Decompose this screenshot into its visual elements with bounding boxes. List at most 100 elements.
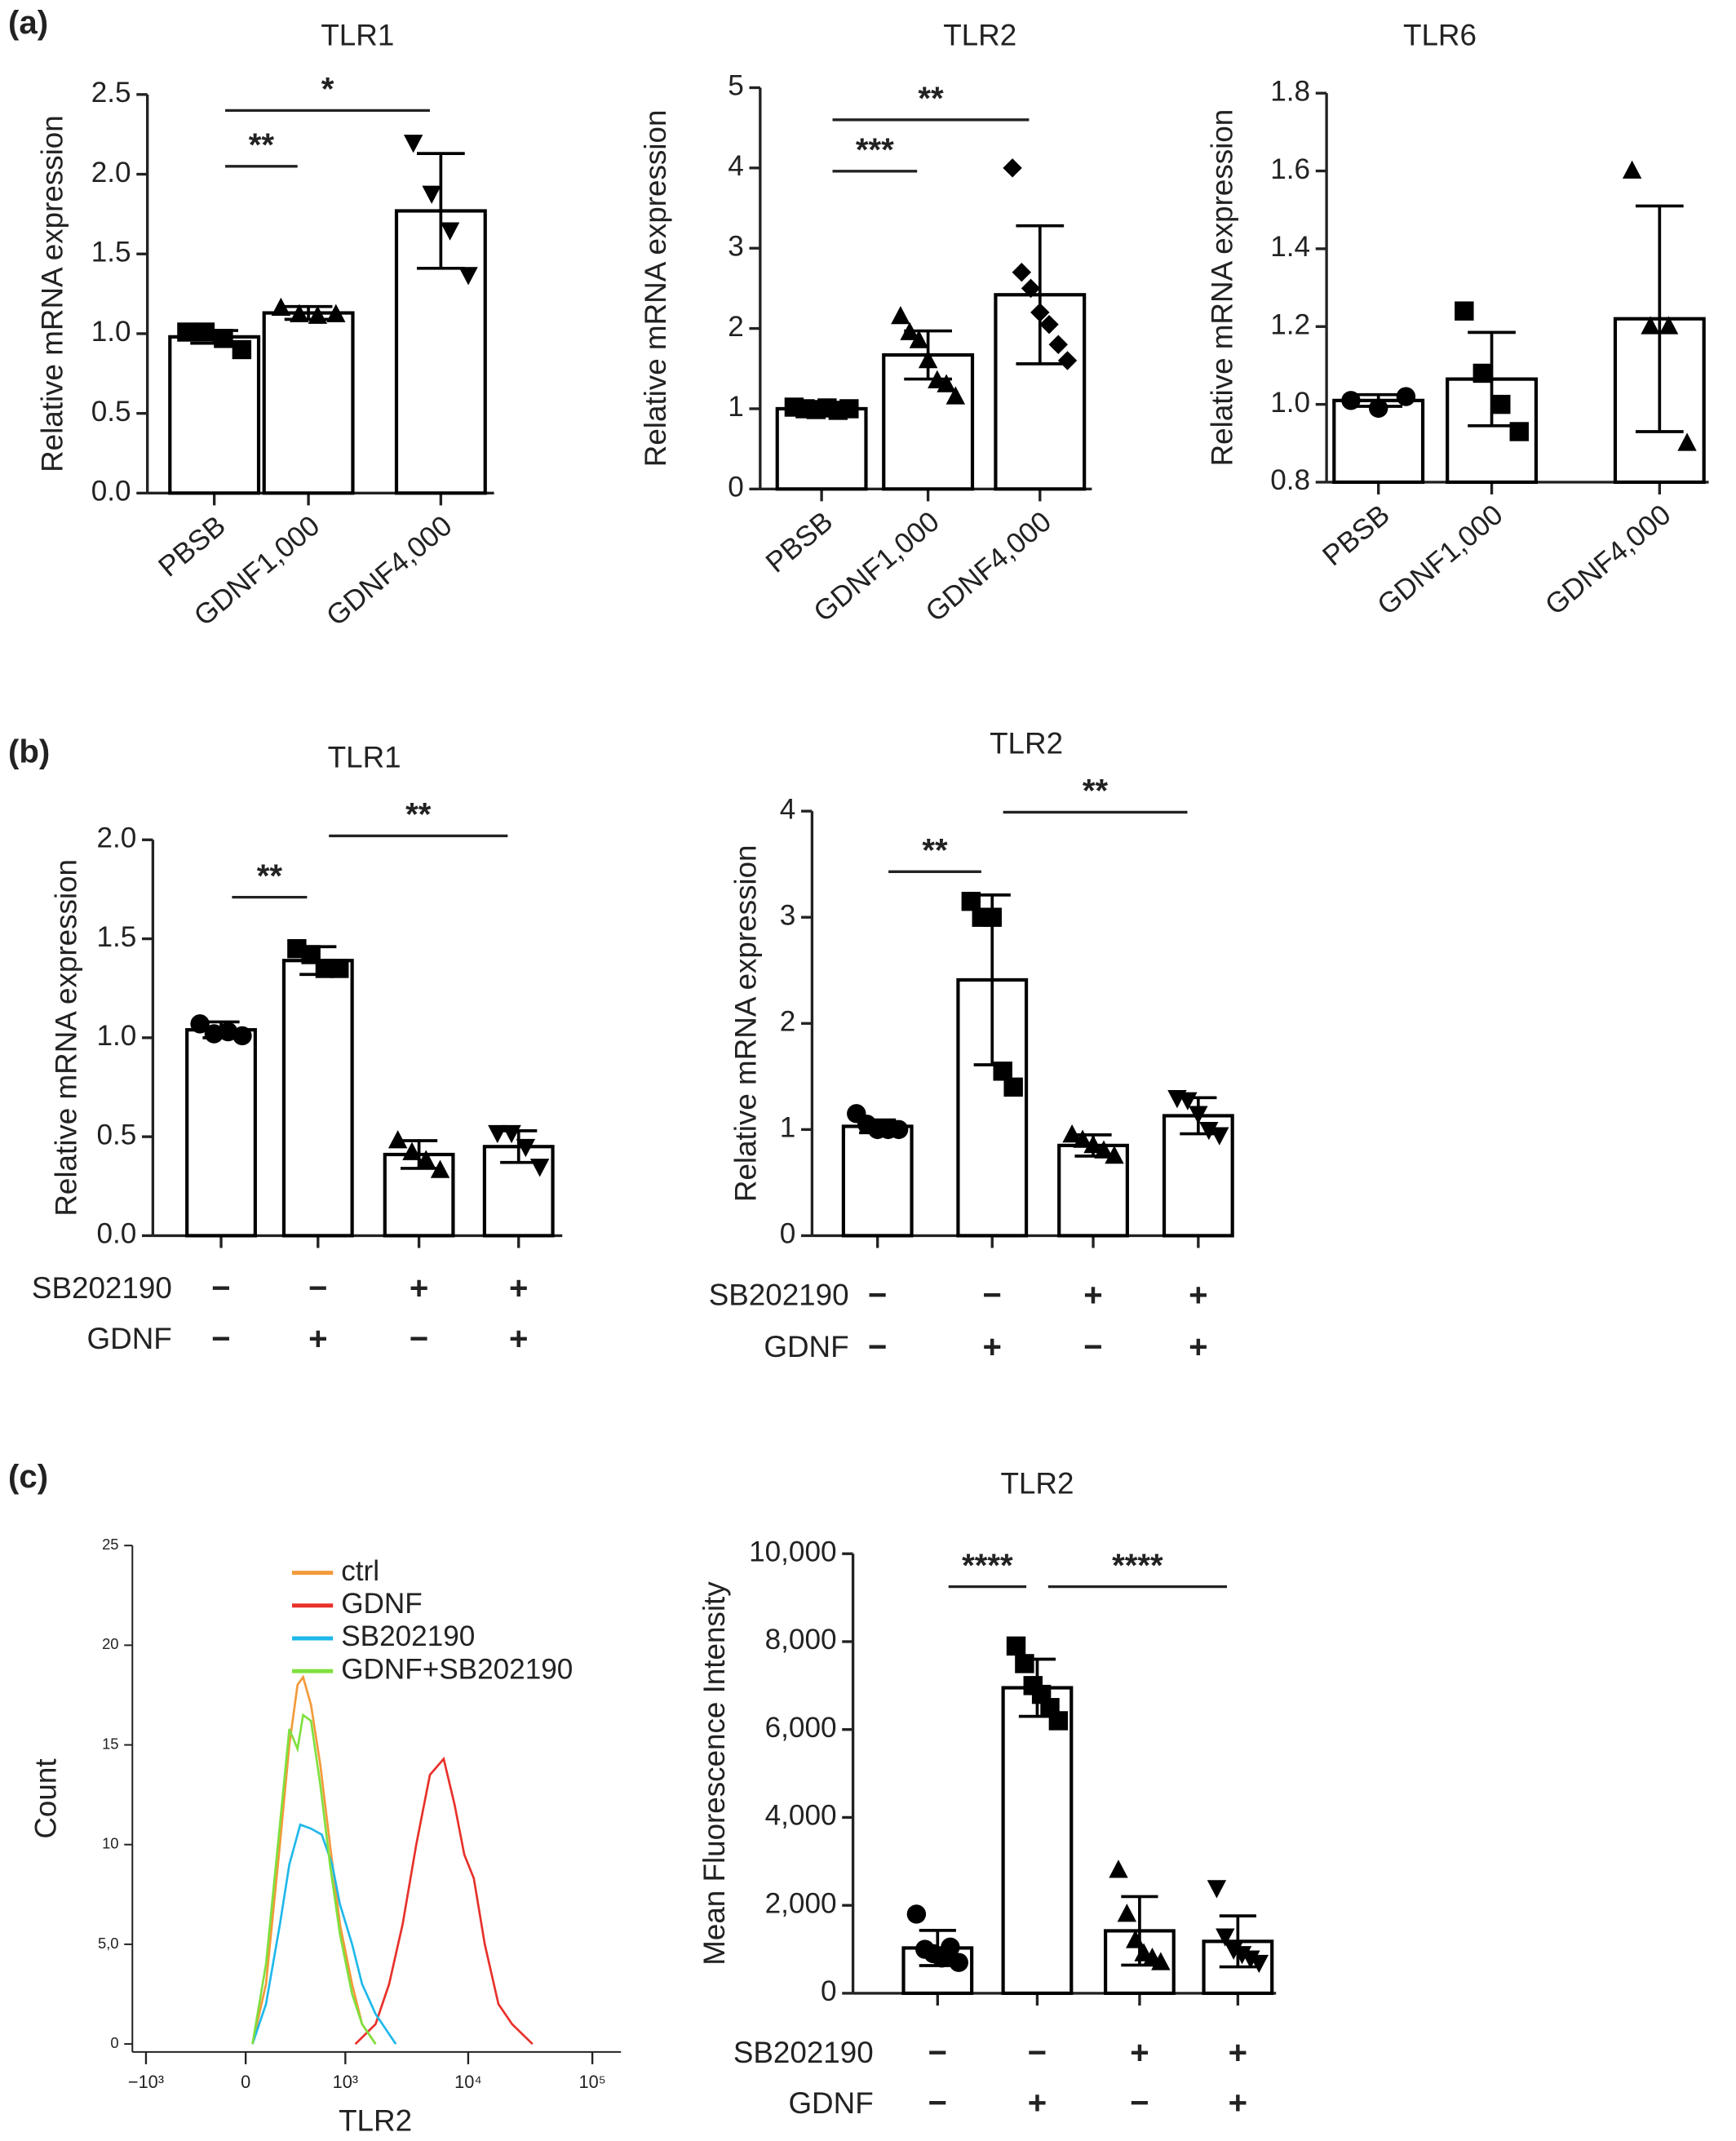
data-point xyxy=(1021,278,1041,299)
data-point xyxy=(440,222,460,241)
chart-title: TLR1 xyxy=(321,18,394,51)
data-point xyxy=(1677,432,1697,451)
y-tick-label: 1.6 xyxy=(1270,153,1310,185)
data-point xyxy=(1210,1127,1229,1146)
error-bar xyxy=(417,152,465,270)
significance-label: ** xyxy=(918,80,944,117)
series-line xyxy=(354,1756,534,2046)
y-axis-label: Relative mRNA expression xyxy=(49,859,82,1217)
data-point xyxy=(1109,1860,1128,1878)
y-tick-label: 15 xyxy=(102,1735,118,1752)
panel-label: (b) xyxy=(8,733,50,769)
data-point xyxy=(1083,1134,1103,1154)
condition-sign: − xyxy=(211,1320,230,1357)
data-point xyxy=(1003,158,1022,178)
legend-label: GDNF+SB202190 xyxy=(341,1653,573,1685)
y-tick-label: 0 xyxy=(728,472,744,503)
data-point xyxy=(1368,398,1388,419)
data-point xyxy=(1178,1092,1198,1110)
y-tick-label: 2.0 xyxy=(91,157,131,188)
y-tick-label: 1.0 xyxy=(1270,387,1310,419)
data-point xyxy=(271,297,291,317)
data-point xyxy=(1455,301,1474,321)
y-tick-label: 2 xyxy=(780,1006,796,1038)
y-tick-label: 1 xyxy=(728,391,744,423)
y-tick-label: 3 xyxy=(780,899,796,931)
data-point xyxy=(1039,314,1059,335)
y-tick-label: 25 xyxy=(102,1536,118,1553)
data-point xyxy=(900,321,919,340)
y-tick-label: 2.0 xyxy=(96,822,136,854)
condition-name: GDNF xyxy=(764,1330,848,1363)
x-tick-label: GDNF4,000 xyxy=(321,510,458,632)
bar xyxy=(281,959,354,1238)
data-point xyxy=(388,1130,408,1149)
data-point xyxy=(488,1124,507,1144)
data-point xyxy=(1012,263,1032,282)
legend-label: ctrl xyxy=(341,1555,379,1587)
data-point xyxy=(1658,316,1679,335)
bar xyxy=(1001,1686,1074,1996)
error-bar xyxy=(1016,224,1065,366)
series-line xyxy=(251,1674,377,2045)
y-tick-label: 0 xyxy=(780,1218,796,1250)
data-point xyxy=(1207,1880,1227,1899)
y-tick-label: 1.4 xyxy=(1270,231,1310,263)
data-point xyxy=(458,267,478,286)
data-point xyxy=(1048,335,1068,354)
data-point xyxy=(1396,387,1416,406)
y-tick-label: 1.0 xyxy=(96,1020,136,1052)
condition-sign: − xyxy=(868,1276,887,1313)
data-point xyxy=(909,330,929,348)
condition-sign: − xyxy=(308,1270,327,1306)
data-point xyxy=(1472,363,1493,383)
x-tick-label: PBSB xyxy=(1317,499,1396,572)
data-point xyxy=(204,1024,224,1044)
series-line xyxy=(251,1823,397,2045)
data-point xyxy=(1062,1124,1082,1143)
y-tick-label: 0.5 xyxy=(91,396,131,428)
y-axis-label: Relative mRNA expression xyxy=(639,110,672,468)
significance-label: **** xyxy=(1112,1547,1163,1584)
data-point xyxy=(422,185,441,204)
data-point xyxy=(888,1119,909,1140)
condition-sign: + xyxy=(509,1320,528,1357)
y-tick-label: 4 xyxy=(728,150,744,182)
data-point xyxy=(949,1953,968,1972)
y-tick-label: 10,000 xyxy=(749,1536,836,1568)
condition-sign: − xyxy=(928,2085,947,2121)
y-tick-label: 0.5 xyxy=(96,1119,136,1150)
data-point xyxy=(1015,1654,1034,1673)
data-point xyxy=(232,339,252,360)
data-point xyxy=(982,907,1002,927)
bar xyxy=(262,311,355,495)
data-point xyxy=(529,1159,550,1177)
condition-sign: + xyxy=(1189,1328,1207,1365)
y-tick-label: 1.8 xyxy=(1270,75,1310,107)
condition-sign: + xyxy=(1189,1276,1207,1313)
y-tick-label: 20 xyxy=(102,1635,118,1652)
condition-name: SB202190 xyxy=(733,2036,874,2069)
data-point xyxy=(232,1026,252,1046)
data-point xyxy=(1216,1928,1235,1947)
data-point xyxy=(1048,1711,1069,1731)
data-point xyxy=(214,329,233,348)
condition-sign: + xyxy=(983,1328,1002,1365)
condition-sign: − xyxy=(410,1320,428,1357)
y-tick-label: 5,0 xyxy=(98,1935,119,1952)
y-tick-label: 6,000 xyxy=(765,1712,837,1744)
data-point xyxy=(1189,1106,1208,1124)
condition-sign: + xyxy=(1083,1276,1102,1313)
data-point xyxy=(403,135,423,153)
y-tick-label: 0 xyxy=(821,1975,837,2007)
y-tick-label: 0.8 xyxy=(1270,464,1310,496)
chart-title: TLR2 xyxy=(943,18,1016,51)
x-tick-label: 10³ xyxy=(333,2072,358,2092)
y-tick-label: 2 xyxy=(728,311,744,343)
y-axis-label: Count xyxy=(29,1758,62,1838)
data-point xyxy=(1057,351,1078,370)
data-point xyxy=(416,1150,436,1168)
data-point xyxy=(1006,1636,1026,1656)
